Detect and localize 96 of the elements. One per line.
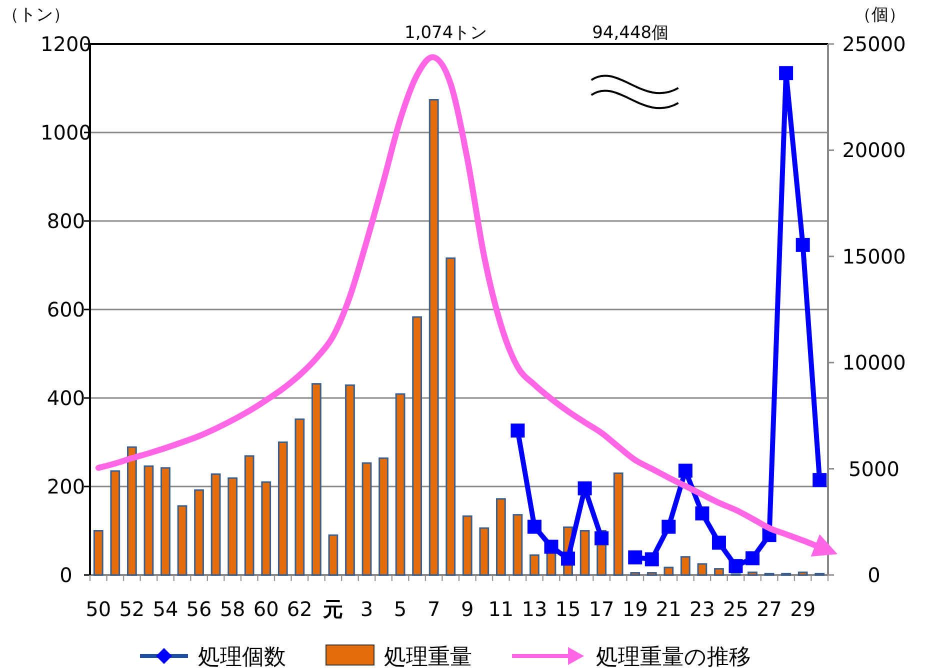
bar: [210, 473, 221, 576]
y2-tick-label: 0: [868, 563, 880, 587]
bar: [194, 489, 204, 576]
bar: [261, 481, 272, 576]
y-tick-label: 1200: [40, 32, 92, 56]
bar: [798, 572, 808, 576]
point: [544, 540, 558, 554]
y2-tick-label: 25000: [842, 32, 906, 56]
bar: [228, 477, 238, 576]
bar: [714, 568, 724, 576]
legend-label: 処理重量: [384, 645, 472, 669]
x-tick-label: 15: [555, 597, 581, 621]
bar: [328, 534, 338, 576]
bar: [244, 455, 254, 576]
bar: [362, 462, 372, 576]
x-tick-label: 50: [86, 597, 112, 621]
bar: [580, 530, 590, 576]
x-tick-label: 54: [152, 597, 178, 621]
bar: [748, 572, 758, 576]
bar: [311, 383, 322, 576]
x-tick-label: 25: [723, 597, 748, 621]
legend-label: 処理個数: [198, 645, 286, 669]
bar: [646, 572, 657, 576]
x-tick-label: 9: [461, 597, 474, 621]
x-tick-label: 3: [360, 597, 374, 621]
bar: [177, 505, 188, 576]
y-tick-label: 800: [46, 209, 86, 233]
point: [695, 506, 710, 520]
bar: [428, 99, 439, 576]
x-tick-label: 19: [622, 597, 648, 621]
point: [796, 238, 810, 252]
bar: [530, 554, 540, 576]
point: [561, 552, 576, 566]
point: [644, 552, 659, 566]
x-tick-label: 17: [588, 597, 614, 621]
point: [746, 551, 760, 566]
bar: [462, 515, 472, 576]
x-tick-label: 21: [656, 597, 682, 621]
point: [527, 520, 542, 534]
bar: [664, 566, 674, 576]
bar: [378, 457, 388, 576]
x-tick-label: 27: [756, 597, 782, 621]
x-tick-label: 52: [119, 597, 145, 621]
y-tick-label: 400: [46, 386, 86, 410]
y2-axis-title: （個）: [854, 5, 906, 25]
text: 1,074トン: [404, 23, 488, 43]
point: [662, 520, 676, 534]
x-tick-label: 13: [522, 597, 548, 621]
x-tick-label: 5: [394, 597, 407, 621]
bar: [110, 470, 120, 576]
x-tick-label: 23: [689, 597, 715, 621]
bar: [479, 527, 490, 576]
bar: [395, 393, 406, 576]
bar: [496, 498, 506, 576]
bar: [345, 384, 355, 576]
bar: [144, 465, 154, 576]
bar: [294, 418, 305, 576]
y-tick-label: 0: [60, 563, 72, 587]
y-axis-title: （トン）: [2, 5, 70, 25]
y-tick-label: 200: [46, 474, 86, 498]
bar: [680, 556, 690, 576]
legend-label: 処理重量の推移: [596, 645, 751, 669]
x-tick-label: 56: [186, 597, 212, 621]
bar: [412, 316, 422, 576]
point: [728, 559, 743, 574]
x-tick-label: 60: [253, 597, 279, 621]
y2-tick-label: 15000: [842, 244, 906, 268]
y2-tick-label: 20000: [842, 138, 906, 162]
bar: [126, 446, 137, 576]
bar: [512, 514, 523, 576]
point: [594, 531, 609, 546]
bar: [160, 467, 170, 576]
point: [678, 464, 692, 478]
y-tick-label: 1000: [40, 120, 92, 144]
x-tick-label: 62: [286, 597, 312, 621]
point: [812, 473, 827, 488]
x-tick-label: 11: [488, 597, 514, 621]
point: [712, 536, 726, 550]
text: 94,448個: [592, 23, 669, 43]
bar: [613, 472, 624, 576]
y-tick-label: 600: [46, 298, 86, 322]
point: [510, 424, 525, 438]
y2-tick-label: 5000: [848, 456, 900, 481]
x-tick-label: 7: [427, 597, 440, 621]
bar: [446, 257, 456, 576]
x-tick-label: 29: [790, 597, 816, 621]
bar: [630, 572, 640, 576]
x-tick-label: 58: [220, 597, 246, 621]
point: [779, 66, 794, 80]
bar: [697, 563, 708, 576]
point: [628, 550, 642, 564]
point: [578, 481, 592, 496]
bar: [93, 530, 104, 576]
x-tick-label: 元: [322, 597, 344, 621]
bar: [278, 442, 288, 576]
y2-tick-label: 10000: [842, 350, 906, 375]
